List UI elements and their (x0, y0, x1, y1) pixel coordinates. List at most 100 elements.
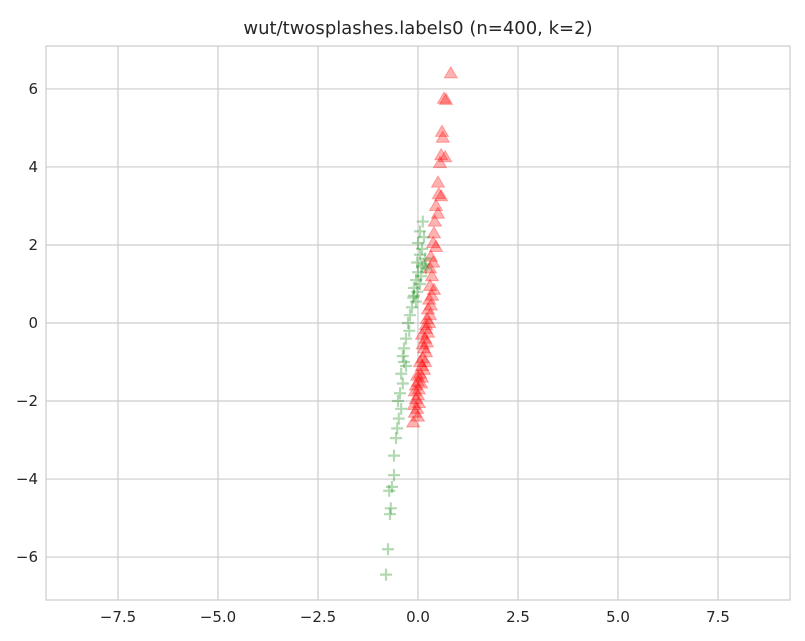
triangle-point (418, 344, 434, 358)
triangle-point (414, 358, 430, 371)
plus-point (383, 484, 396, 497)
y-tick-label: −2 (16, 392, 38, 410)
plus-point (414, 277, 426, 290)
plus-point (414, 225, 426, 238)
plus-point (411, 285, 424, 298)
plus-point (410, 295, 422, 308)
triangle-point (415, 350, 431, 364)
plus-point (380, 568, 392, 581)
triangle-point (407, 405, 423, 418)
triangle-point (428, 239, 444, 252)
x-tick-label: 5.0 (606, 608, 630, 626)
triangle-point (410, 374, 426, 387)
plus-point (388, 449, 400, 462)
triangle-point (419, 311, 435, 325)
triangle-point (422, 307, 438, 321)
x-tick-label: 2.5 (506, 608, 530, 626)
plus-point (394, 387, 406, 400)
triangle-point (415, 336, 431, 350)
plus-point (406, 301, 418, 314)
triangle-point (418, 321, 434, 334)
plus-point (415, 270, 428, 283)
triangle-point (422, 278, 438, 291)
triangle-point (408, 377, 424, 391)
triangle-point (430, 175, 446, 188)
plus-point (384, 502, 397, 515)
plus-point (388, 469, 400, 482)
triangle-point (409, 368, 425, 381)
plus-point (398, 356, 410, 369)
plus-point (384, 508, 396, 521)
triangle-point (411, 381, 427, 395)
plus-point (402, 317, 414, 329)
x-tick-label: −2.5 (300, 608, 336, 626)
triangle-point (416, 362, 432, 375)
plus-point (416, 215, 429, 228)
y-tick-label: −4 (16, 470, 38, 488)
plus-point (420, 262, 432, 275)
triangle-point (408, 391, 424, 405)
plus-point (392, 412, 405, 425)
triangle-point (421, 315, 437, 329)
triangle-point (424, 268, 440, 282)
plus-point (398, 342, 410, 355)
plus-point (400, 359, 412, 372)
y-tick-label: 2 (28, 236, 38, 254)
y-tick-label: 6 (28, 80, 38, 98)
y-tick-label: 0 (28, 314, 38, 332)
plus-point (414, 248, 426, 261)
triangle-point (432, 155, 448, 169)
y-tick-label: −6 (16, 548, 38, 566)
triangle-point (438, 92, 454, 105)
triangle-point (409, 401, 425, 414)
plus-point (382, 543, 394, 556)
triangle-point (426, 282, 442, 295)
plus-point (404, 309, 416, 322)
triangle-point (433, 188, 449, 202)
triangle-point (425, 235, 441, 249)
triangle-point (418, 317, 434, 331)
plus-point (418, 258, 430, 271)
triangle-point (430, 206, 446, 219)
triangle-point (426, 225, 442, 239)
plus-point (418, 231, 430, 244)
plus-point (411, 256, 424, 269)
plus-point (408, 289, 420, 302)
triangle-point (420, 301, 436, 315)
triangle-point (416, 340, 432, 354)
triangle-point (424, 288, 440, 301)
plus-point (400, 332, 412, 345)
plus-point (396, 377, 409, 390)
plus-point (407, 291, 420, 304)
triangle-point (417, 331, 433, 344)
triangle-point (443, 65, 459, 79)
triangle-point (437, 149, 453, 163)
triangle-point (422, 260, 438, 274)
triangle-point (435, 130, 451, 143)
triangle-point (414, 370, 430, 383)
triangle-point (431, 186, 447, 200)
plus-point (412, 266, 424, 279)
triangle-point (423, 297, 439, 311)
plus-point (416, 242, 428, 255)
triangle-point (407, 383, 423, 397)
triangle-point (423, 249, 439, 262)
triangle-point (434, 124, 450, 137)
triangle-point (417, 354, 433, 368)
triangle-point (413, 375, 429, 389)
x-tick-label: 0.0 (406, 608, 430, 626)
plus-point (395, 402, 408, 415)
plus-point (408, 281, 420, 294)
plot-frame (45, 45, 791, 601)
triangle-point (410, 387, 426, 401)
triangle-point (412, 354, 428, 368)
plus-point (396, 350, 409, 363)
plus-point (419, 252, 432, 265)
triangle-point (412, 366, 428, 379)
plus-point (410, 274, 422, 287)
x-tick-label: −7.5 (100, 608, 136, 626)
plus-point (395, 367, 408, 380)
x-tick-label: 7.5 (706, 608, 730, 626)
triangle-point (420, 325, 436, 338)
